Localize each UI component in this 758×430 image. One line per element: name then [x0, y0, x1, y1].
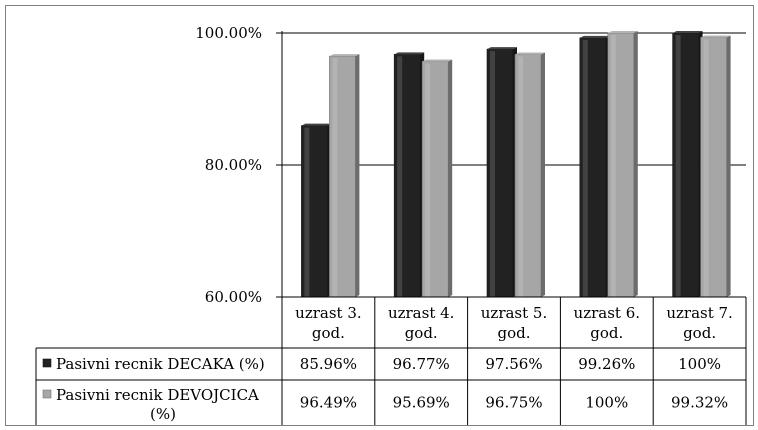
category-label: uzrast 4. [388, 304, 454, 322]
category-label: god. [590, 324, 623, 342]
category-label: god. [405, 324, 438, 342]
data-label: 95.69% [393, 394, 450, 412]
category-label: uzrast 5. [481, 304, 547, 322]
category-label: uzrast 6. [574, 304, 640, 322]
bar [301, 123, 332, 298]
y-tick-label: 80.00% [205, 156, 262, 174]
legend-label: Pasivni recnik DEVOJCICA [56, 386, 259, 404]
bar [329, 54, 360, 298]
chart-border [5, 5, 754, 426]
bars [301, 31, 731, 298]
bar [514, 52, 545, 298]
category-label: uzrast 7. [666, 304, 732, 322]
data-label: 100% [678, 355, 721, 373]
bar [700, 35, 731, 298]
data-label: 96.77% [393, 355, 450, 373]
data-label: 96.75% [485, 394, 542, 412]
bar [486, 47, 517, 298]
data-table: uzrast 3. god. uzrast 4. god. uzrast 5. god. u… [35, 296, 747, 425]
bar [579, 35, 610, 298]
data-label: 100% [585, 394, 628, 412]
legend-label: (%) [150, 405, 176, 423]
y-tick-label: 60.00% [205, 288, 262, 306]
data-label: 96.49% [300, 394, 357, 412]
legend-swatch [42, 358, 52, 368]
category-label: god. [497, 324, 530, 342]
y-axis: 60.00% 80.00% 100.00% [195, 24, 283, 306]
data-label: 97.56% [485, 355, 542, 373]
y-tick-label: 100.00% [195, 24, 262, 42]
bar [607, 31, 638, 298]
category-label: uzrast 3. [295, 304, 361, 322]
data-label: 85.96% [300, 355, 357, 373]
data-label: 99.26% [578, 355, 635, 373]
legend-label: Pasivni recnik DECAKA (%) [56, 355, 265, 373]
legend-swatch [42, 389, 52, 399]
category-label: god. [683, 324, 716, 342]
category-label: god. [312, 324, 345, 342]
bar [421, 59, 453, 298]
data-label: 99.32% [671, 394, 728, 412]
bar [393, 52, 425, 298]
bar [672, 31, 703, 298]
